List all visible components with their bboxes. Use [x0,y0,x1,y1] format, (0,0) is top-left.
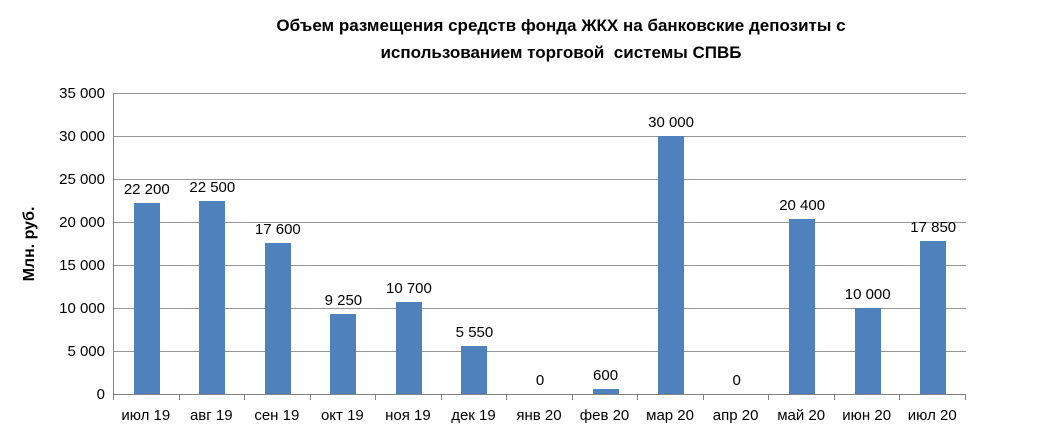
x-tick-mark [375,395,377,400]
x-tick-mark [833,395,835,400]
bar [133,203,160,394]
gridline [114,93,966,94]
x-tick-label: авг 19 [189,407,233,424]
y-tick-label: 30 000 [59,127,105,145]
gridline [114,136,966,137]
x-tick-mark [768,395,770,400]
x-tick-mark [440,395,442,400]
gridline [114,222,966,223]
bar-value-label: 600 [593,366,619,384]
x-tick-mark [637,395,639,400]
x-tick-label: янв 20 [516,407,562,424]
bar [854,308,881,394]
x-tick-label: мар 20 [646,407,694,424]
y-tick-label: 35 000 [59,84,105,102]
gridline [114,265,966,266]
bar [789,218,816,394]
x-tick-label: окт 19 [320,407,364,424]
bar-value-label: 22 500 [189,178,236,196]
bar-value-label: 30 000 [648,114,695,131]
bar [264,242,291,394]
bar [658,136,685,394]
bar-value-label: 10 000 [844,286,891,303]
bar-value-label: 22 200 [123,181,170,199]
x-tick-mark [178,395,180,400]
x-tick-label: июн 20 [842,407,892,424]
x-tick-mark [702,395,704,400]
y-tick-label: 20 000 [59,213,105,231]
x-tick-label: июл 19 [121,407,171,424]
bar-value-label: 17 850 [910,218,957,236]
x-tick-label: фев 20 [579,407,630,424]
x-tick-mark [965,395,966,400]
x-tick-mark [506,395,508,400]
x-tick-mark [899,395,901,400]
bar-value-label: 20 400 [779,196,826,214]
gridline [114,351,966,352]
x-tick-label: май 20 [777,407,826,424]
y-tick-label: 5 000 [67,342,105,360]
plot-area: 22 200 22 500 17 600 9 250 10 700 5 550 0 600 30… [113,93,966,395]
bar-value-label: 0 [732,372,741,389]
y-tick-label: 15 000 [59,256,105,274]
x-tick-mark [571,395,573,400]
x-tick-label: ноя 19 [385,407,431,424]
x-tick-label: июл 20 [907,407,957,424]
bar [461,346,488,394]
x-tick-label: апр 20 [712,407,759,424]
x-tick-mark [244,395,246,400]
bar-value-label: 0 [535,372,545,389]
bar [330,314,357,394]
bar-value-label: 5 550 [455,324,494,342]
y-tick-label: 25 000 [59,170,105,188]
x-tick-mark [309,395,311,400]
y-tick-label: 0 [96,385,105,403]
chart-title: Объем размещения средств фонда ЖКХ на ба… [276,16,846,62]
bar-value-label: 10 700 [385,279,432,297]
bar-value-label: 17 600 [254,220,301,238]
gridline [114,179,966,180]
x-tick-label: сен 19 [254,407,300,424]
y-tick-label: 10 000 [59,299,105,317]
bar [592,388,619,394]
x-tick-mark [113,395,114,400]
gridline [114,308,966,309]
bar-value-label: 9 250 [324,292,363,310]
bar [920,240,947,394]
x-tick-label: дек 19 [451,407,496,424]
bar [395,301,422,394]
bar [199,200,226,394]
